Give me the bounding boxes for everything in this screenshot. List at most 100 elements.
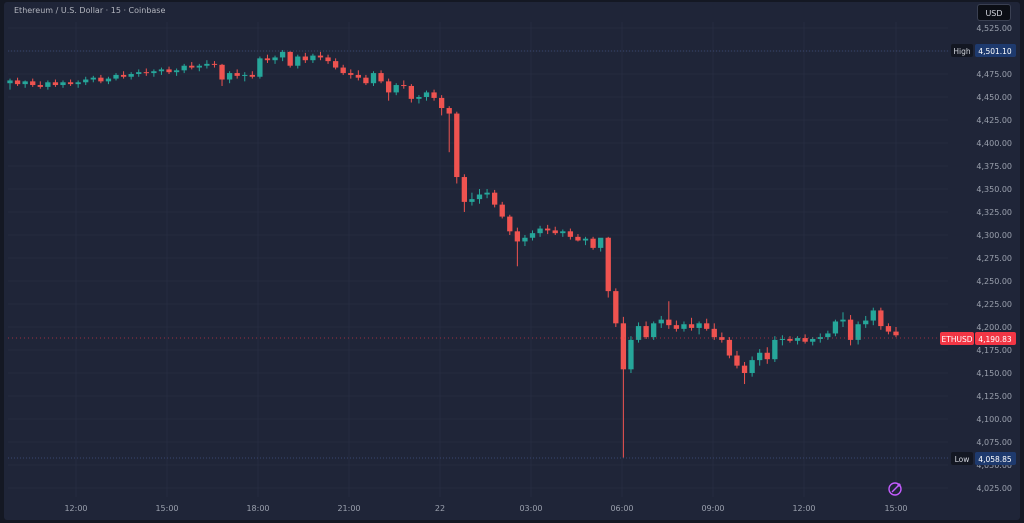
candle [272, 55, 278, 64]
candle [30, 78, 36, 87]
price-axis: 4,525.004,500.004,475.004,450.004,425.00… [976, 24, 1012, 493]
candle [173, 68, 180, 76]
candle [567, 228, 574, 240]
candle [529, 230, 536, 241]
candle [226, 71, 233, 84]
candle [295, 54, 301, 69]
y-tick-label: 4,375.00 [976, 162, 1012, 171]
candle [825, 330, 831, 340]
candle [75, 80, 81, 88]
candle [181, 63, 187, 74]
candle [749, 356, 755, 377]
x-tick-label: 22 [435, 504, 445, 513]
candle [242, 72, 248, 82]
candle [189, 62, 195, 70]
candle [287, 51, 293, 68]
candle [378, 70, 384, 84]
y-tick-label: 4,025.00 [976, 484, 1012, 493]
candle [582, 236, 589, 246]
y-tick-label: 4,400.00 [976, 139, 1012, 148]
candle [60, 80, 66, 88]
time-axis: 12:00 15:00 18:00 21:00 22 03:00 06:00 09:00 12:… [64, 504, 907, 513]
candle [757, 349, 763, 366]
candle [779, 335, 786, 346]
candle [688, 317, 695, 331]
y-tick-label: 4,475.00 [976, 70, 1012, 79]
candle [711, 323, 717, 340]
candle [840, 312, 846, 327]
candle [552, 226, 558, 235]
candle [764, 347, 770, 364]
candle [143, 68, 149, 76]
candle [787, 336, 793, 343]
candle [264, 54, 271, 63]
candle [128, 72, 134, 80]
candle [204, 60, 210, 69]
candle [666, 301, 672, 329]
candle [484, 189, 490, 199]
y-tick-label: 4,175.00 [976, 346, 1012, 355]
candle [151, 69, 157, 77]
y-tick-label: 4,250.00 [976, 277, 1012, 286]
candle [317, 51, 324, 61]
candle [681, 321, 687, 332]
candle [832, 319, 839, 337]
candles [7, 50, 899, 458]
x-tick-label: 15:00 [155, 504, 178, 513]
candle [476, 189, 483, 204]
grid-lines [8, 22, 948, 497]
candle [613, 288, 619, 327]
candle [325, 54, 331, 64]
y-tick-label: 4,100.00 [976, 415, 1012, 424]
x-tick-label: 03:00 [519, 504, 542, 513]
candle [537, 225, 543, 237]
candle [863, 315, 869, 328]
candle [469, 192, 475, 206]
candle [52, 79, 59, 87]
candle [651, 321, 657, 340]
candle [385, 78, 392, 101]
candle [885, 323, 892, 335]
y-tick-label: 4,275.00 [976, 254, 1012, 263]
candle [136, 69, 142, 77]
candle [401, 80, 407, 89]
candle [37, 81, 43, 89]
candle [249, 71, 255, 79]
candle [348, 69, 354, 79]
last-label: ETHUSD [942, 335, 973, 344]
candle [302, 52, 308, 63]
x-tick-label: 12:00 [792, 504, 815, 513]
candle [772, 336, 778, 362]
candle [461, 174, 468, 212]
replay-icon[interactable] [888, 482, 902, 496]
candle [560, 229, 566, 237]
y-tick-label: 4,350.00 [976, 185, 1012, 194]
candle [158, 67, 165, 75]
candle [545, 224, 551, 235]
candle [211, 61, 218, 68]
candle [734, 350, 740, 369]
chart-frame [4, 2, 1020, 520]
y-tick-label: 4,225.00 [976, 300, 1012, 309]
candle [575, 234, 581, 242]
candle [408, 84, 415, 103]
currency-button[interactable]: USD [977, 4, 1011, 21]
candle [45, 80, 51, 90]
candle [620, 316, 627, 458]
last-value: 4,190.83 [978, 335, 1012, 344]
candle [310, 53, 316, 63]
y-tick-label: 4,300.00 [976, 231, 1012, 240]
y-tick-label: 4,150.00 [976, 369, 1012, 378]
candle [598, 237, 604, 252]
candle [726, 337, 733, 359]
candle [605, 236, 611, 298]
candle [14, 77, 21, 86]
candle [794, 336, 801, 345]
candle [514, 227, 521, 267]
candle [416, 95, 422, 104]
candle [393, 83, 399, 96]
high-label: High [953, 47, 970, 56]
y-tick-label: 4,075.00 [976, 438, 1012, 447]
candle [219, 63, 225, 86]
